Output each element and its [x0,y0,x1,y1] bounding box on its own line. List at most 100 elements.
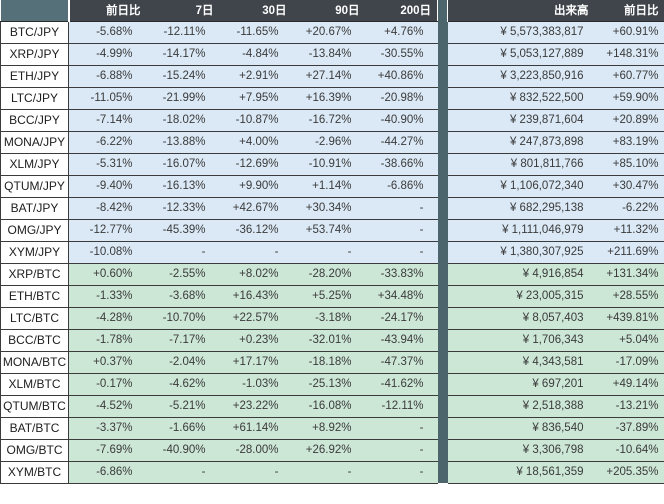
volume-cell: ¥ 1,380,307,925 [447,241,595,264]
divider-cell [437,263,448,285]
period-cell: -6.86% [365,175,438,198]
divider-cell [437,219,448,241]
period-cell: - [365,417,438,440]
volume-cell: ¥ 2,518,388 [447,395,595,418]
period-cell: -18.18% [292,351,366,374]
pair-cell: BAT/BTC [0,417,69,440]
change-cell: -13.21% [594,395,664,418]
period-cell: -7.69% [68,439,147,462]
period-cell: +23.22% [219,395,293,418]
period-cell: +8.92% [292,417,366,440]
period-cell: -6.88% [68,65,147,88]
table-row[interactable]: BAT/BTC -3.37% -1.66% +61.14% +8.92% - ¥… [0,417,664,440]
volume-cell: ¥ 1,106,072,340 [447,175,595,198]
period-cell: -3.18% [292,307,366,330]
table-row[interactable]: BCC/JPY -7.14% -18.02% -10.87% -16.72% -… [0,109,664,132]
col-header-volume: 出来高 [447,0,595,22]
period-cell: +0.60% [68,263,147,286]
table-row[interactable]: MONA/JPY -6.22% -13.88% +4.00% -2.96% -4… [0,131,664,154]
period-cell: -4.52% [68,395,147,418]
period-cell: -2.04% [146,351,220,374]
change-cell: +59.90% [594,87,664,110]
period-cell: -10.70% [146,307,220,330]
period-cell: -43.94% [365,329,438,352]
col-header-volume-change: 前日比 [594,0,664,22]
pair-cell: MONA/BTC [0,351,69,374]
period-cell: - [365,439,438,462]
period-cell: -18.02% [146,109,220,132]
period-cell: +20.67% [292,21,366,44]
period-cell: -6.86% [68,461,147,484]
period-cell: -1.03% [219,373,293,396]
change-cell: +60.91% [594,21,664,44]
table-row[interactable]: BAT/JPY -8.42% -12.33% +42.67% +30.34% -… [0,197,664,220]
period-cell: - [365,241,438,264]
period-cell: -47.37% [365,351,438,374]
divider-cell [437,373,448,395]
period-cell: -4.84% [219,43,293,66]
table-row[interactable]: XLM/BTC -0.17% -4.62% -1.03% -25.13% -41… [0,373,664,396]
period-cell: -38.66% [365,153,438,176]
change-cell: +20.89% [594,109,664,132]
table-row[interactable]: OMG/BTC -7.69% -40.90% -28.00% +26.92% -… [0,439,664,462]
pair-cell: LTC/BTC [0,307,69,330]
period-cell: - [292,241,366,264]
pair-cell: XLM/BTC [0,373,69,396]
volume-cell: ¥ 5,053,127,889 [447,43,595,66]
change-cell: +211.69% [594,241,664,264]
period-cell: -4.62% [146,373,220,396]
divider-cell [437,43,448,65]
period-cell: +17.17% [219,351,293,374]
table-row[interactable]: QTUM/BTC -4.52% -5.21% +23.22% -16.08% -… [0,395,664,418]
divider-cell [437,109,448,131]
period-cell: -21.99% [146,87,220,110]
volume-cell: ¥ 8,057,403 [447,307,595,330]
period-cell: -16.13% [146,175,220,198]
volume-cell: ¥ 239,871,604 [447,109,595,132]
period-cell: -16.07% [146,153,220,176]
pair-cell: BTC/JPY [0,21,69,44]
table-row[interactable]: ETH/JPY -6.88% -15.24% +2.91% +27.14% +4… [0,65,664,88]
table-row[interactable]: XYM/BTC -6.86% - - - - ¥ 18,561,359 +205… [0,461,664,484]
table-row[interactable]: XYM/JPY -10.08% - - - - ¥ 1,380,307,925 … [0,241,664,264]
change-cell: -17.09% [594,351,664,374]
table-row[interactable]: LTC/JPY -11.05% -21.99% +7.95% +16.39% -… [0,87,664,110]
period-cell: -20.98% [365,87,438,110]
table-row[interactable]: LTC/BTC -4.28% -10.70% +22.57% -3.18% -2… [0,307,664,330]
period-cell: -14.17% [146,43,220,66]
table-row[interactable]: XLM/JPY -5.31% -16.07% -12.69% -10.91% -… [0,153,664,176]
divider-cell [437,87,448,109]
table-row[interactable]: XRP/JPY -4.99% -14.17% -4.84% -13.84% -3… [0,43,664,66]
table-row[interactable]: BCC/BTC -1.78% -7.17% +0.23% -32.01% -43… [0,329,664,352]
table-row[interactable]: QTUM/JPY -9.40% -16.13% +9.90% +1.14% -6… [0,175,664,198]
period-cell: -33.83% [365,263,438,286]
period-cell: +30.34% [292,197,366,220]
period-cell: -2.96% [292,131,366,154]
volume-cell: ¥ 23,005,315 [447,285,595,308]
period-cell: +40.86% [365,65,438,88]
period-cell: -1.66% [146,417,220,440]
table-row[interactable]: ETH/BTC -1.33% -3.68% +16.43% +5.25% +34… [0,285,664,308]
period-cell: -40.90% [146,439,220,462]
table-row[interactable]: OMG/JPY -12.77% -45.39% -36.12% +53.74% … [0,219,664,242]
table-row[interactable]: MONA/BTC +0.37% -2.04% +17.17% -18.18% -… [0,351,664,374]
header-row: 前日比 7日 30日 90日 200日 出来高 前日比 [0,0,664,22]
period-cell: -0.17% [68,373,147,396]
volume-cell: ¥ 1,706,343 [447,329,595,352]
period-cell: -10.91% [292,153,366,176]
period-cell: - [365,461,438,484]
divider-cell [437,131,448,153]
period-cell: +2.91% [219,65,293,88]
change-cell: +205.35% [594,461,664,484]
period-cell: -15.24% [146,65,220,88]
period-cell: -13.84% [292,43,366,66]
pair-cell: ETH/BTC [0,285,69,308]
table-row[interactable]: XRP/BTC +0.60% -2.55% +8.02% -28.20% -33… [0,263,664,286]
table-row[interactable]: BTC/JPY -5.68% -12.11% -11.65% +20.67% +… [0,21,664,44]
period-cell: +53.74% [292,219,366,242]
period-cell: -5.21% [146,395,220,418]
period-cell: -28.20% [292,263,366,286]
divider-cell [437,175,448,197]
period-cell: -12.69% [219,153,293,176]
period-cell: -7.17% [146,329,220,352]
